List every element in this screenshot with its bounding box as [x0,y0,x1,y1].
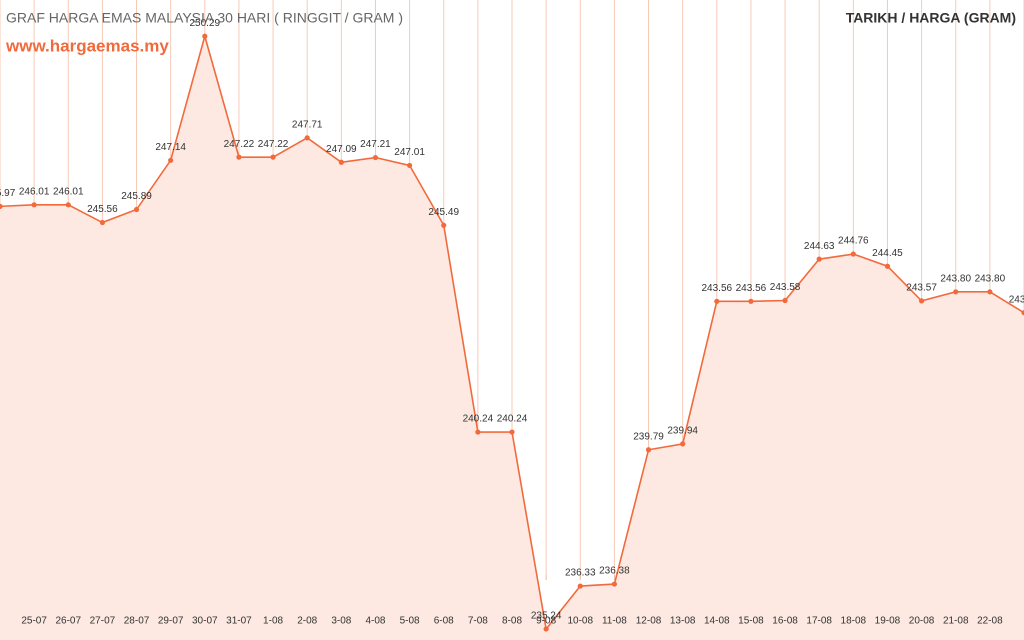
x-tick-label: 21-08 [943,616,969,627]
x-tick-label: 13-08 [670,616,696,627]
point [611,581,618,587]
chart-subtitle: www.hargaemas.my [5,36,169,55]
point [441,222,447,228]
point [850,251,856,257]
point [304,135,310,141]
x-tick-label: 10-08 [567,616,593,627]
data-label: 247.22 [224,139,255,150]
point [680,441,686,447]
x-tick-label: 8-08 [502,616,522,627]
data-label: 235.24 [531,611,562,622]
x-tick-label: 31-07 [226,616,252,627]
data-label: 243.57 [906,283,937,294]
data-label: 244.76 [838,236,869,247]
x-tick-label: 30-07 [192,616,218,627]
x-tick-label: 20-08 [909,616,935,627]
data-label: 246.01 [53,186,84,197]
point [270,154,276,160]
x-tick-label: 4-08 [365,616,385,627]
x-tick-label: 29-07 [158,616,184,627]
legend-title: TARIKH / HARGA (GRAM) [846,10,1016,26]
point [816,256,822,262]
point [987,289,993,295]
point [748,298,754,304]
point [953,289,959,295]
data-label: 245.56 [87,204,118,215]
data-label: 247.14 [155,142,186,153]
point [168,157,174,163]
x-tick-label: 26-07 [55,616,81,627]
point [919,298,925,304]
data-label: 247.71 [292,119,323,130]
point [31,202,37,208]
data-label: 236.38 [599,566,630,577]
point [782,297,788,304]
data-label: 245.97 [0,188,16,199]
data-label: 250.29 [190,18,221,29]
point [0,203,3,209]
x-tick-label: 11-08 [602,616,627,627]
x-tick-label: 16-08 [772,616,798,627]
point [509,429,515,435]
x-tick-label: 17-08 [806,616,832,627]
x-tick-label: 5-08 [400,616,420,627]
point [407,162,413,169]
point [236,154,242,160]
data-label: 246.01 [19,186,50,197]
chart-title: GRAF HARGA EMAS MALAYSIA 30 HARI ( RINGG… [6,10,403,26]
data-label: 236.33 [565,568,596,579]
x-tick-label: 27-07 [90,616,116,627]
x-tick-label: 25-07 [21,616,47,627]
data-label: 243.80 [940,273,971,284]
data-label: 243.56 [736,283,767,294]
area [0,36,1024,640]
data-label: 247.09 [326,144,357,155]
point [99,219,105,226]
x-tick-label: 14-08 [704,616,730,627]
x-tick-label: 22-08 [977,616,1003,627]
x-tick-label: 9-08 [536,616,556,627]
data-label: 243.56 [702,283,733,294]
point [645,447,652,453]
data-label: 247.22 [258,139,289,150]
data-label: 244.63 [804,241,835,252]
data-label: 240.24 [463,414,494,425]
data-label: 247.01 [394,147,425,158]
x-tick-label: 28-07 [124,616,150,627]
x-tick-label: 6-08 [434,616,454,627]
x-tick-label: 18-08 [841,616,867,627]
x-tick-label: 19-08 [875,616,901,627]
point [65,202,71,208]
point [714,298,720,304]
point [543,626,549,632]
data-label: 239.94 [667,426,698,437]
x-tick-label: 7-08 [468,616,488,627]
point [372,154,379,161]
data-label: 243.27 [1009,294,1024,305]
x-tick-label: 3-08 [331,616,351,627]
data-label: 243.58 [770,282,801,293]
data-label: 239.79 [633,431,664,442]
data-label: 247.21 [360,139,391,150]
data-label: 245.49 [428,207,459,218]
x-tick-label: 12-08 [636,616,662,627]
point [884,263,891,269]
x-tick-label: 2-08 [297,616,317,627]
data-label: 244.45 [872,248,903,259]
point [577,583,583,589]
point [338,159,344,165]
point [475,429,481,435]
point [1021,310,1024,316]
data-label: 243.80 [975,273,1006,284]
x-tick-label: 15-08 [738,616,764,627]
point [133,206,140,213]
point [202,33,208,39]
x-tick-label: 1-08 [263,616,283,627]
data-label: 240.24 [497,414,528,425]
data-label: 245.89 [121,191,152,202]
